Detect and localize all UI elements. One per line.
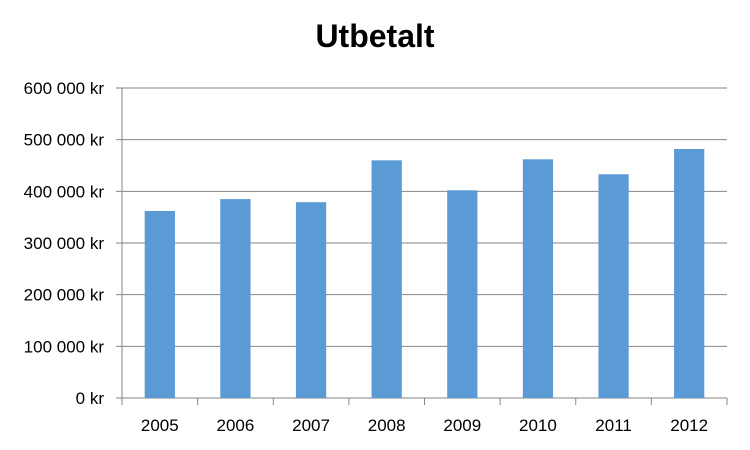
x-tick-label: 2006 (217, 416, 255, 435)
bar-2008 (371, 160, 402, 398)
y-tick-label: 400 000 kr (24, 182, 105, 201)
y-tick-label: 100 000 kr (24, 337, 105, 356)
x-tick-label: 2012 (670, 416, 708, 435)
bar-2009 (447, 190, 478, 398)
x-tick-label: 2007 (292, 416, 330, 435)
x-tick-label: 2010 (519, 416, 557, 435)
y-tick-label: 0 kr (76, 389, 105, 408)
bar-2012 (674, 148, 705, 398)
x-tick-label: 2005 (141, 416, 179, 435)
chart-title: Utbetalt (315, 18, 435, 54)
y-tick-label: 600 000 kr (24, 79, 105, 98)
x-tick-label: 2011 (595, 416, 632, 435)
y-tick-label: 500 000 kr (24, 131, 105, 150)
y-tick-label: 200 000 kr (24, 286, 105, 305)
x-tick-label: 2009 (443, 416, 481, 435)
y-tick-label: 300 000 kr (24, 234, 105, 253)
bar-2006 (220, 199, 251, 398)
x-tick-label: 2008 (368, 416, 406, 435)
bar-2011 (598, 174, 629, 398)
bar-2007 (295, 202, 327, 398)
bar-2010 (522, 159, 554, 398)
bar-2005 (144, 210, 175, 398)
